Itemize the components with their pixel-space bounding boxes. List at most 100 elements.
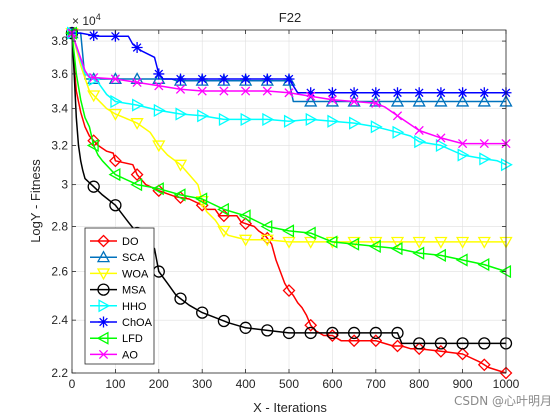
series-marker-choa: [240, 73, 252, 85]
series-marker-sca: [238, 73, 253, 86]
series-marker-do: [499, 366, 513, 380]
series-marker-choa: [305, 87, 317, 99]
legend-marker-msa: [97, 283, 110, 296]
series-marker-msa: [326, 326, 339, 340]
series-marker-ao: [327, 95, 337, 105]
legend-label-sca: SCA: [122, 252, 145, 264]
series-marker-do: [347, 334, 361, 348]
series-marker-lfd: [303, 226, 316, 240]
series-marker-hho: [327, 114, 340, 128]
x-tick-label: 700: [366, 377, 386, 391]
series-marker-ao: [479, 138, 489, 149]
series-marker-msa: [434, 337, 448, 350]
series-marker-ao: [219, 86, 229, 96]
series-marker-msa: [239, 321, 252, 334]
series-marker-choa: [370, 87, 382, 99]
series-marker-lfd: [151, 182, 164, 196]
series-marker-ao: [414, 125, 424, 136]
y-tick-label: 2.4: [51, 313, 68, 327]
series-marker-choa: [478, 87, 490, 99]
series-marker-lfd: [412, 246, 425, 260]
series-marker-lfd: [390, 242, 403, 256]
series-marker-woa: [87, 90, 101, 103]
y-axis-exponent-base: × 10: [72, 14, 96, 28]
series-marker-ao: [89, 73, 99, 83]
series-marker-do: [130, 168, 144, 182]
series-marker-msa: [413, 337, 426, 350]
series-marker-hho: [370, 120, 383, 134]
series-marker-do: [260, 231, 274, 245]
series-marker-sca: [217, 73, 231, 86]
legend-marker-lfd: [96, 331, 109, 345]
x-axis-tick-labels: 0 100 200 300 400 500 600 700 800 900 1000: [69, 377, 520, 391]
series-marker-choa: [348, 87, 360, 99]
legend-marker-choa: [98, 316, 109, 328]
series-marker-hho: [500, 158, 513, 172]
x-tick-label: 0: [69, 377, 76, 391]
series-marker-ao: [154, 81, 164, 91]
y-tick-label: 3: [61, 178, 68, 192]
series-marker-sca: [130, 72, 144, 85]
series-marker-msa: [282, 326, 296, 340]
y-tick-label: 3.6: [51, 67, 68, 81]
series-marker-woa: [412, 236, 426, 249]
series-marker-msa: [347, 326, 361, 340]
series-marker-choa: [261, 73, 273, 85]
series-marker-msa: [478, 337, 491, 350]
y-axis-exponent-power: 4: [96, 12, 101, 22]
series-marker-ao: [132, 77, 142, 87]
series-marker-msa: [196, 306, 209, 319]
series-marker-woa: [477, 236, 491, 249]
series-marker-lfd: [108, 168, 121, 182]
legend-label-hho: HHO: [122, 301, 147, 313]
series-marker-do: [369, 334, 383, 348]
series-marker-sca: [325, 94, 340, 107]
y-tick-label: 3.8: [51, 34, 68, 48]
y-tick-label: 2.6: [51, 265, 68, 279]
legend-item-sca: SCA: [90, 250, 145, 264]
series-marker-hho: [197, 109, 210, 123]
legend-entries: DO SCA WOA MSA HHO ChOA LFD AO: [90, 234, 153, 361]
series-marker-lfd: [260, 219, 273, 234]
y-tick-label: 2.8: [51, 220, 68, 234]
series-marker-msa: [87, 180, 100, 193]
legend-item-ao: AO: [90, 349, 138, 361]
legend-marker-hho: [98, 299, 111, 313]
legend: DO SCA WOA MSA HHO ChOA LFD AO: [84, 227, 155, 365]
series-marker-msa: [261, 324, 274, 337]
series-marker-choa: [457, 87, 469, 99]
series-marker-hho: [153, 103, 166, 118]
series-marker-lfd: [173, 188, 186, 202]
series-marker-lfd: [434, 248, 446, 263]
x-tick-label: 600: [322, 377, 342, 391]
series-marker-ao: [110, 74, 120, 84]
series-marker-choa: [218, 73, 230, 85]
legend-box: [84, 227, 155, 365]
series-marker-msa: [391, 326, 404, 340]
series-marker-sca: [455, 94, 470, 107]
legend-item-hho: HHO: [90, 299, 147, 313]
y-tick-label: 3.2: [51, 138, 68, 152]
series-marker-msa: [217, 314, 231, 328]
series-marker-choa: [196, 73, 208, 85]
series-marker-choa: [153, 68, 165, 80]
legend-label-woa: WOA: [122, 268, 149, 280]
series-marker-hho: [283, 114, 296, 128]
series-marker-ao: [197, 86, 207, 96]
series-marker-msa: [304, 326, 317, 340]
x-tick-label: 200: [149, 377, 169, 391]
series-marker-lfd: [499, 264, 512, 279]
tick-marks: [71, 30, 507, 374]
series-marker-lfd: [238, 209, 251, 223]
series-marker-ao: [371, 98, 381, 108]
legend-marker-woa: [96, 268, 111, 281]
legend-label-do: DO: [122, 236, 139, 248]
x-tick-label: 800: [409, 377, 429, 391]
legend-label-lfd: LFD: [122, 333, 143, 345]
series-marker-msa: [109, 199, 122, 212]
series-marker-woa: [282, 236, 296, 249]
series-marker-woa: [217, 225, 231, 238]
series-marker-sca: [434, 94, 448, 107]
series-marker-msa: [369, 326, 382, 340]
legend-marker-ao: [98, 349, 109, 359]
